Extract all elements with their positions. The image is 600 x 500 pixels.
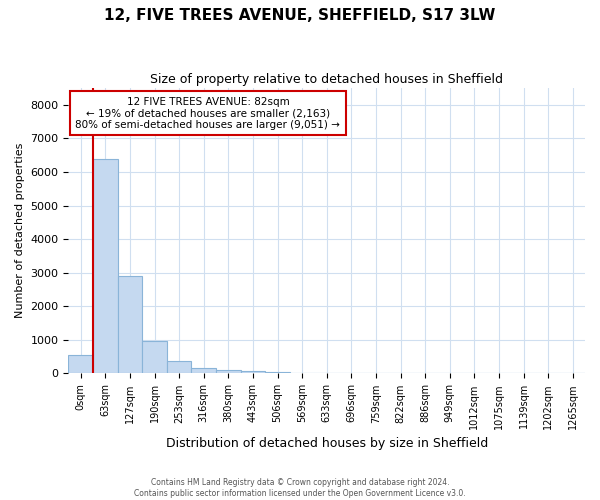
Bar: [93, 158, 118, 374]
Bar: [118, 276, 142, 374]
Bar: [265, 372, 290, 374]
Bar: [142, 340, 167, 374]
Title: Size of property relative to detached houses in Sheffield: Size of property relative to detached ho…: [150, 72, 503, 86]
Bar: [191, 368, 216, 374]
Text: 12 FIVE TREES AVENUE: 82sqm
← 19% of detached houses are smaller (2,163)
80% of : 12 FIVE TREES AVENUE: 82sqm ← 19% of det…: [76, 96, 340, 130]
Text: Contains HM Land Registry data © Crown copyright and database right 2024.
Contai: Contains HM Land Registry data © Crown c…: [134, 478, 466, 498]
Text: 12, FIVE TREES AVENUE, SHEFFIELD, S17 3LW: 12, FIVE TREES AVENUE, SHEFFIELD, S17 3L…: [104, 8, 496, 22]
X-axis label: Distribution of detached houses by size in Sheffield: Distribution of detached houses by size …: [166, 437, 488, 450]
Y-axis label: Number of detached properties: Number of detached properties: [15, 143, 25, 318]
Bar: [241, 371, 265, 374]
Bar: [68, 355, 93, 374]
Bar: [167, 361, 191, 374]
Bar: [216, 370, 241, 374]
